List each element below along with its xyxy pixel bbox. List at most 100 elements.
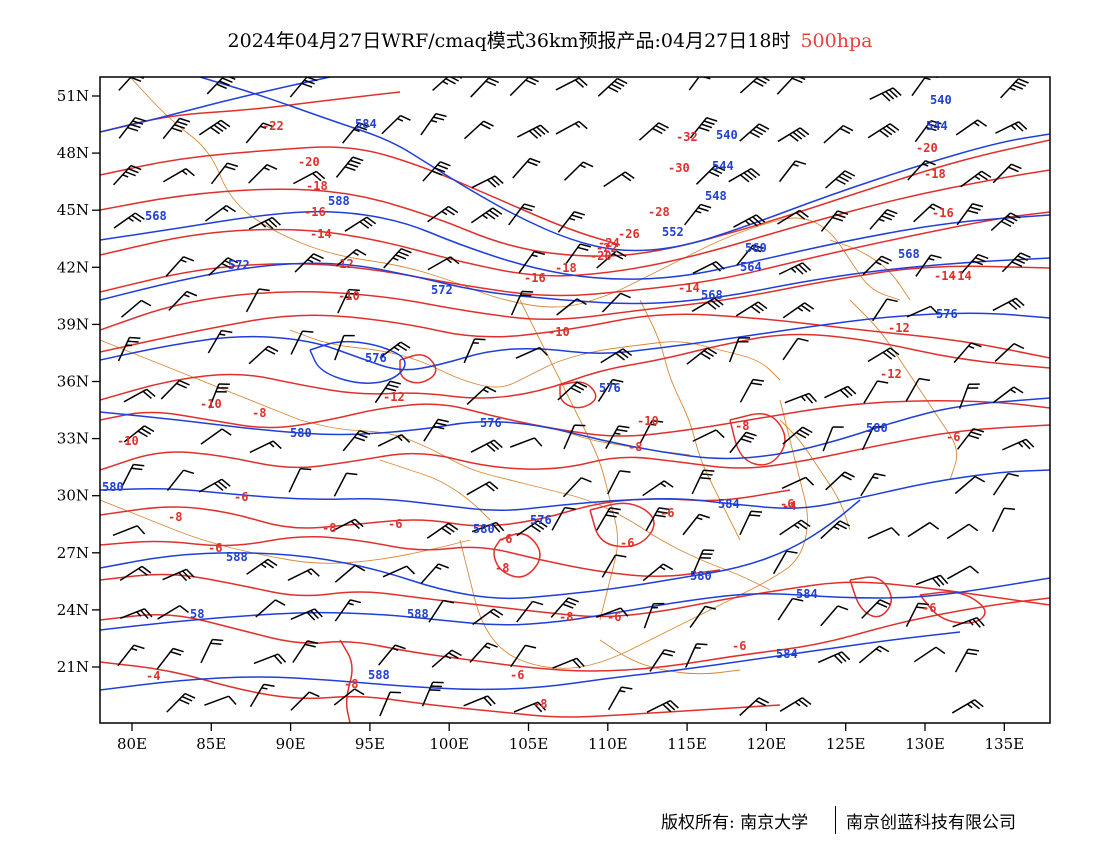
title-text: 2024年04月27日WRF/cmaq模式36km预报产品:04月27日18时	[227, 30, 791, 52]
temperature-label: -30	[668, 161, 690, 175]
wind-barb	[428, 599, 455, 623]
wind-barb	[464, 120, 494, 140]
wind-barb	[508, 203, 536, 226]
temperature-label: -6	[732, 639, 746, 653]
temperature-label: -28	[648, 205, 670, 219]
wind-barb	[564, 243, 591, 266]
wind-barb	[253, 653, 287, 665]
wind-barb	[510, 644, 537, 668]
wind-barb	[777, 209, 809, 225]
wind-barb	[867, 347, 900, 363]
wind-barb	[248, 164, 278, 184]
height-label: 584	[796, 587, 818, 601]
map-title: 2024年04月27日WRF/cmaq模式36km预报产品:04月27日18时 5…	[0, 26, 1100, 53]
wind-barb	[907, 160, 936, 181]
wind-barb	[163, 168, 195, 183]
wind-barb	[913, 646, 946, 663]
temperature-label: -12	[383, 390, 405, 404]
temperature-isotherm	[100, 139, 1050, 257]
lon-tick-label: 105E	[509, 735, 549, 753]
wind-barb	[992, 386, 1024, 404]
lat-tick-label: 51N	[57, 87, 89, 105]
wind-barb	[208, 383, 230, 409]
wind-barb	[596, 250, 627, 269]
wind-barb	[293, 170, 326, 185]
temperature-isotherm	[100, 169, 1050, 277]
wind-barb	[781, 476, 815, 489]
wind-barb	[469, 642, 498, 663]
wind-barb	[550, 597, 579, 618]
province-boundaries	[100, 77, 958, 675]
wind-barb	[427, 256, 460, 271]
height-label: 552	[662, 225, 684, 239]
wind-barb	[556, 298, 587, 316]
wind-barb	[248, 345, 279, 365]
wind-barb	[905, 377, 931, 402]
wind-barb	[779, 697, 812, 712]
height-label: 576	[480, 416, 502, 430]
temperature-label: -6	[510, 668, 524, 682]
temperature-label: -10	[117, 434, 139, 448]
wind-barb	[383, 248, 412, 269]
wind-barb	[692, 549, 715, 575]
wind-barb	[200, 428, 232, 445]
wind-barb	[820, 210, 849, 232]
lon-tick-label: 90E	[276, 735, 306, 753]
wind-barb	[344, 216, 377, 232]
temperature-isotherm	[919, 591, 986, 624]
lat-tick-label: 27N	[57, 544, 89, 562]
temperature-isotherm	[399, 354, 437, 384]
wind-barb	[466, 481, 499, 496]
temperature-label: -24	[598, 236, 620, 250]
geopotential-height-contour	[100, 631, 961, 691]
height-label: 588	[226, 550, 248, 564]
wind-barb	[112, 525, 146, 536]
wind-barb	[820, 520, 851, 540]
wind-barb	[120, 608, 153, 620]
temperature-isotherm	[559, 381, 597, 409]
height-label: 584	[355, 117, 377, 131]
boundary-line	[779, 419, 851, 531]
wind-barb	[463, 695, 496, 707]
temperature-label: -4	[146, 669, 160, 683]
wind-barb	[643, 602, 665, 629]
wind-barb	[607, 470, 631, 495]
temperature-label: -10	[637, 414, 659, 428]
wind-barb	[335, 156, 364, 178]
wind-barb	[509, 77, 539, 97]
wind-barb	[557, 381, 588, 401]
height-label: 560	[745, 241, 767, 255]
wind-barb	[204, 204, 236, 222]
footer-separator	[835, 806, 836, 834]
lon-tick-label: 85E	[196, 735, 226, 753]
copyright-text: 版权所有: 南京大学	[661, 813, 809, 833]
lon-tick-label: 115E	[667, 735, 707, 753]
boundary-line	[289, 329, 781, 388]
wind-barb	[165, 256, 195, 277]
wind-barb	[994, 342, 1025, 363]
temperature-label: -32	[676, 130, 698, 144]
wind-barb	[517, 124, 550, 139]
wind-barb	[245, 122, 274, 144]
geopotential-height-contour	[100, 469, 1050, 511]
temperature-isotherm	[100, 211, 1050, 297]
wind-barb	[562, 477, 592, 498]
wind-barb	[946, 523, 979, 540]
temperature-label: -8	[559, 610, 573, 624]
wind-barb	[420, 112, 447, 136]
wind-barb	[639, 419, 664, 445]
wind-barb	[551, 506, 576, 531]
temperature-label: -12	[888, 321, 910, 335]
temperature-label: -4	[782, 499, 796, 513]
boundary-line	[519, 299, 618, 621]
wind-barb	[913, 203, 943, 223]
wind-barb	[374, 380, 401, 404]
company-name: 南京创蓝科技有限公司	[846, 813, 1016, 833]
temperature-label: -6	[607, 610, 621, 624]
temperature-label: -6	[660, 506, 674, 520]
wind-barb	[958, 383, 980, 409]
wind-barb	[563, 424, 586, 450]
wind-barb	[119, 565, 152, 582]
temperature-label: -18	[924, 167, 946, 181]
wind-barb	[379, 341, 411, 359]
